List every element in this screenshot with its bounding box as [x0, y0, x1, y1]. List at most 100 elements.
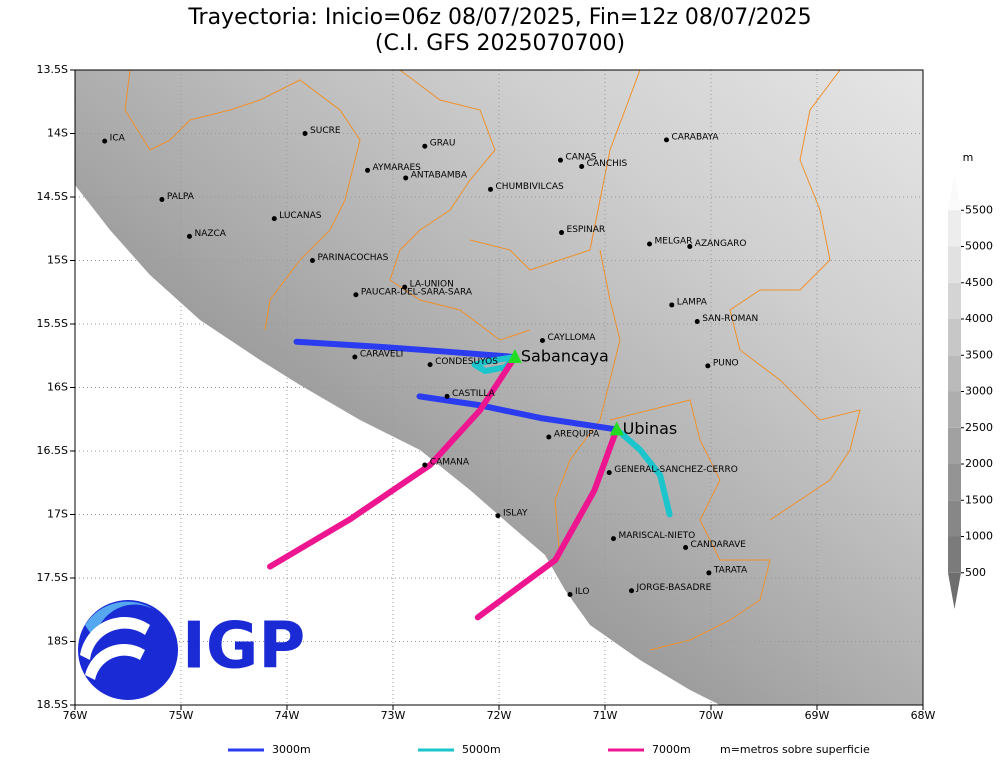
place-dot — [669, 302, 675, 308]
y-tick-label: 15S — [47, 254, 68, 267]
colorbar-label: 1000 — [965, 530, 993, 543]
place-dot — [663, 137, 669, 143]
place-dot — [687, 244, 693, 250]
place-label: CARABAYA — [671, 132, 719, 142]
place-label: TARATA — [713, 565, 748, 575]
x-tick-label: 69W — [805, 709, 830, 722]
colorbar: 500 1000 1500 2000 2500 3000 3500 4000 4500 5000 5… — [948, 174, 993, 609]
colorbar-end — [948, 572, 961, 609]
place-dot — [186, 233, 192, 239]
place-dot — [567, 592, 573, 598]
place-dot — [647, 241, 653, 247]
y-tick-label: 14S — [47, 127, 68, 140]
place-dot — [309, 258, 315, 263]
y-tick-label: 17S — [47, 508, 68, 521]
colorbar-label: 500 — [965, 566, 986, 579]
place-dot — [706, 570, 712, 576]
place-dot — [559, 230, 565, 236]
place-dot — [422, 143, 428, 149]
subtitle: (C.I. GFS 2025070700) — [375, 31, 625, 56]
place-dot — [102, 138, 108, 144]
x-tick-label: 68W — [911, 709, 936, 722]
trajectories — [267, 338, 673, 621]
volcano — [609, 421, 624, 436]
place-label: CONDESUYOS — [435, 357, 498, 367]
colorbar-label: 4000 — [965, 312, 993, 325]
legend-label: 3000m — [272, 743, 311, 756]
logo: IGP — [78, 600, 305, 700]
place-label: ICA — [110, 134, 126, 144]
place-label: SAN-ROMAN — [702, 314, 758, 324]
colorbar-band — [948, 427, 961, 464]
x-tick-label: 75W — [169, 709, 194, 722]
place-label: ISLAY — [503, 508, 528, 518]
place-dot — [403, 175, 409, 181]
place-label: AREQUIPA — [554, 430, 600, 440]
y-tick-label: 16S — [47, 381, 68, 394]
note: m=metros sobre superficie — [720, 743, 870, 756]
place-label: ESPINAR — [567, 225, 606, 235]
logo-text: IGP — [182, 610, 305, 684]
colorbar-label: 5500 — [965, 203, 993, 216]
y-tick-label: 15.5S — [37, 317, 68, 330]
colorbar-label: 3500 — [965, 348, 993, 361]
place-label: MARISCAL-NIETO — [618, 531, 695, 541]
legend-label: 7000m — [652, 743, 691, 756]
place-dot — [610, 536, 616, 542]
frame — [74, 69, 924, 706]
colorbar-end — [948, 174, 961, 211]
place-dot — [683, 545, 689, 551]
place-label: PALPA — [167, 192, 195, 202]
place-dot — [557, 157, 563, 163]
colorbar-band — [948, 355, 961, 392]
y-tick-label: 18.5S — [37, 698, 68, 711]
colorbar-band — [948, 282, 961, 319]
place-dot — [629, 588, 634, 594]
place-label: CANDARAVE — [691, 540, 747, 550]
place-label: CAMANA — [430, 457, 470, 467]
colorbar-band — [948, 319, 961, 356]
place-label: LA-UNION — [410, 280, 454, 290]
place-label: SUCRE — [310, 126, 341, 136]
x-tick-label: 72W — [487, 709, 512, 722]
place-label: LAMPA — [677, 297, 708, 307]
place-label: LUCANAS — [279, 211, 321, 221]
place-dot — [402, 284, 408, 290]
colorbar-band — [948, 246, 961, 283]
title: Trayectoria: Inicio=06z 08/07/2025, Fin=… — [187, 5, 811, 30]
place-dot — [579, 164, 585, 170]
place-dot — [488, 186, 494, 192]
place-label: GENERAL-SANCHEZ-CERRO — [614, 465, 738, 475]
place-label: PARINACOCHAS — [317, 253, 388, 263]
place-label: CHUMBIVILCAS — [496, 182, 564, 192]
place-dot — [353, 292, 359, 298]
place-label: CANAS — [565, 153, 596, 163]
x-tick-label: 76W — [63, 709, 88, 722]
place-dot — [159, 197, 165, 203]
place-dot — [365, 167, 371, 173]
colorbar-label: 1500 — [965, 493, 993, 506]
colorbar-band — [948, 464, 961, 501]
place-dot — [352, 354, 358, 360]
place-dot — [302, 131, 308, 136]
place-label: CANCHIS — [587, 159, 628, 169]
colorbar-label: 2000 — [965, 457, 993, 470]
place-dot — [422, 462, 428, 468]
y-tick-label: 14.5S — [37, 190, 68, 203]
place-label: CARAVELI — [360, 350, 403, 360]
legend: 3000m 5000m 7000m — [228, 743, 691, 756]
trajectory — [293, 338, 518, 361]
place-label: PAUCAR-DEL-SARA-SARA — [361, 287, 473, 297]
colorbar-band — [948, 500, 961, 537]
place-dot — [271, 216, 277, 222]
place-dot — [546, 434, 552, 440]
y-tick-label: 18S — [47, 635, 68, 648]
place-dot — [539, 338, 545, 344]
place-dot — [694, 318, 700, 324]
legend-label: 5000m — [462, 743, 501, 756]
trajectory — [416, 393, 620, 433]
place-label: AZANGARO — [695, 239, 747, 249]
x-tick-label: 71W — [593, 709, 618, 722]
